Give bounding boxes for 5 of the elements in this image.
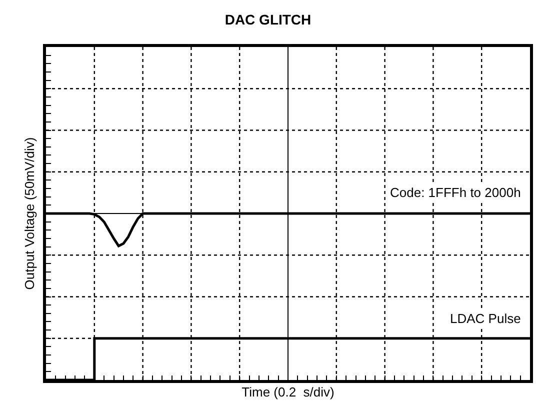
chart-title: DAC GLITCH <box>224 11 312 28</box>
x-axis-title: Time (0.2 s/div) <box>242 384 334 400</box>
text: Code: 1FFFh to 2000h <box>390 185 521 200</box>
annotation: LDAC Pulse <box>450 311 521 326</box>
y-axis-title: Output Voltage (50mV/div) <box>22 137 38 290</box>
